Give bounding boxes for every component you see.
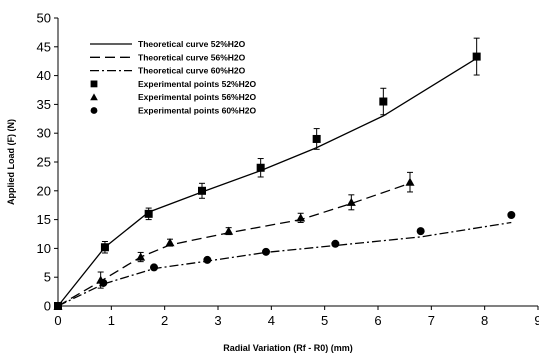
- legend-marker: [90, 93, 98, 101]
- y-tick-label: 35: [37, 97, 51, 112]
- plot-area: [53, 37, 516, 310]
- y-tick-label: 45: [37, 39, 51, 54]
- x-tick-label: 0: [54, 313, 61, 328]
- x-tick-label: 4: [268, 313, 275, 328]
- legend-marker: [90, 80, 98, 88]
- series-4: [54, 37, 481, 310]
- y-tick-label: 25: [37, 155, 51, 170]
- legend-label: Theoretical curve 56%H2O: [138, 52, 246, 62]
- x-tick-label: 6: [374, 313, 381, 328]
- x-tick-label: 7: [428, 313, 435, 328]
- y-tick-label: 10: [37, 241, 51, 256]
- series-2: [57, 182, 411, 307]
- data-point: [203, 255, 212, 264]
- data-point: [472, 52, 481, 61]
- data-point: [100, 243, 109, 252]
- x-tick-label: 1: [108, 313, 115, 328]
- data-point: [346, 197, 356, 206]
- x-axis-title: Radial Variation (Rf - R0) (mm): [223, 343, 353, 353]
- data-point: [256, 163, 265, 172]
- data-point: [144, 209, 153, 218]
- data-point: [416, 227, 425, 236]
- legend-label: Experimental points 56%H2O: [138, 92, 256, 102]
- x-axis-ticks: 0 1 2 3 4 5 6 7 8 9: [54, 306, 539, 328]
- data-point: [405, 177, 415, 186]
- x-tick-label: 8: [481, 313, 488, 328]
- theoretical-curve-line: [57, 57, 478, 307]
- data-point: [379, 97, 388, 106]
- y-tick-label: 5: [44, 270, 51, 285]
- data-point: [165, 238, 175, 247]
- x-tick-label: 9: [534, 313, 539, 328]
- legend-item: Theoretical curve 56%H2O: [90, 52, 246, 62]
- data-point: [224, 226, 234, 235]
- legend-item: Experimental points 52%H2O: [90, 79, 256, 89]
- data-point: [136, 252, 146, 261]
- y-tick-label: 40: [37, 68, 51, 83]
- legend-label: Experimental points 60%H2O: [138, 106, 256, 116]
- data-point: [198, 186, 206, 195]
- x-tick-label: 5: [321, 313, 328, 328]
- x-tick-label: 3: [214, 313, 221, 328]
- data-point: [296, 213, 306, 222]
- data-point: [150, 263, 158, 272]
- data-point: [262, 247, 270, 256]
- theoretical-curve-line: [57, 221, 512, 307]
- y-tick-label: 30: [37, 126, 51, 141]
- series-1: [57, 57, 478, 307]
- legend-label: Experimental points 52%H2O: [138, 79, 256, 89]
- series-3: [57, 221, 512, 307]
- data-point: [331, 239, 340, 248]
- series-5: [53, 171, 415, 310]
- y-axis-title: Applied Load (F) (N): [6, 119, 16, 205]
- data-point: [507, 210, 516, 219]
- legend-label: Theoretical curve 52%H2O: [138, 39, 246, 49]
- theoretical-curve-line: [57, 182, 411, 307]
- y-tick-label: 15: [37, 212, 51, 227]
- legend-item: Theoretical curve 52%H2O: [90, 39, 246, 49]
- series-6: [54, 210, 516, 310]
- y-tick-label: 0: [44, 299, 51, 314]
- data-point: [312, 134, 321, 143]
- legend-marker: [90, 107, 98, 114]
- legend-label: Theoretical curve 60%H2O: [138, 66, 246, 76]
- legend-item: Experimental points 60%H2O: [90, 106, 256, 116]
- y-tick-label: 20: [37, 183, 51, 198]
- y-axis-ticks: 0 5 10 15 20 25 30 35 40 45 50: [37, 11, 58, 314]
- x-tick-label: 2: [161, 313, 168, 328]
- legend-item: Theoretical curve 60%H2O: [90, 66, 246, 76]
- data-point: [54, 302, 62, 310]
- legend: Theoretical curve 52%H2O Theoretical curv…: [90, 39, 256, 116]
- legend-item: Experimental points 56%H2O: [90, 92, 256, 102]
- y-tick-label: 50: [37, 11, 51, 26]
- data-point: [99, 278, 108, 287]
